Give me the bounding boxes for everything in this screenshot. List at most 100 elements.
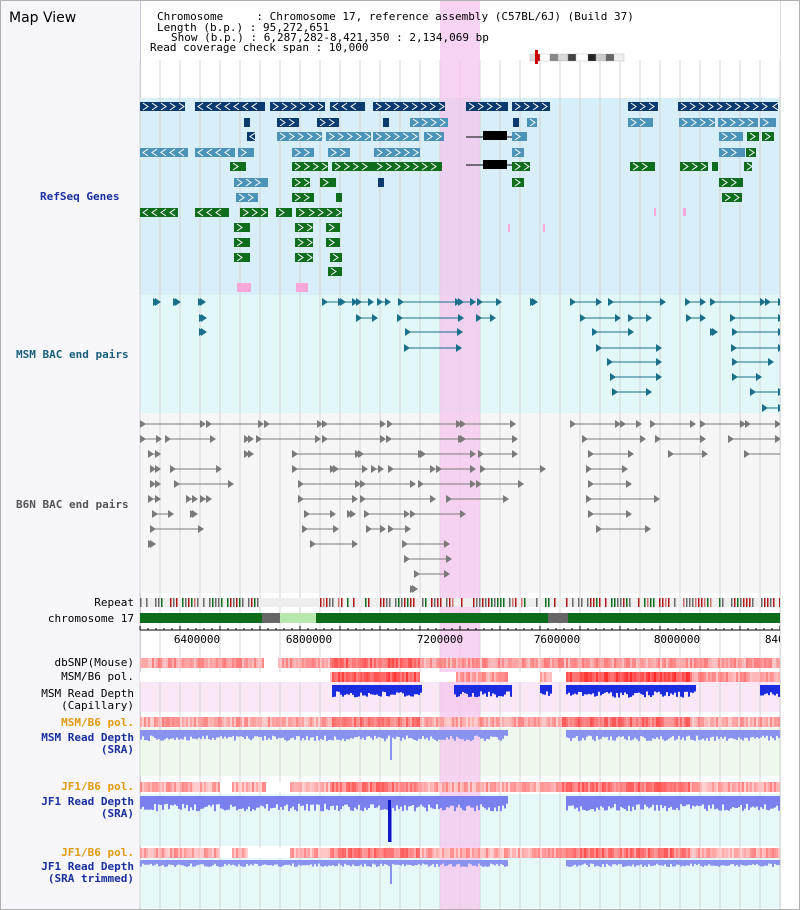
msm-bac-end-pairs-label[interactable]: MSM BAC end pairs: [16, 348, 129, 361]
msm-sra-depth-bar: [448, 730, 450, 740]
polymorphism-mark: [442, 658, 444, 668]
polymorphism-mark: [662, 782, 664, 792]
gene-direction-marker: [236, 223, 243, 232]
jf1-trimmed-depth-bar: [338, 860, 340, 864]
polymorphism-mark: [612, 672, 614, 682]
jf1-trimmed-depth-bar: [266, 860, 268, 866]
msm-capillary-depth-bar: [666, 685, 668, 693]
polymorphism-mark: [672, 672, 674, 682]
polymorphism-mark: [578, 782, 580, 792]
polymorphism-mark: [620, 658, 622, 668]
polymorphism-mark: [744, 782, 746, 792]
polymorphism-mark: [378, 782, 380, 792]
polymorphism-mark: [554, 782, 556, 792]
bac-end-left: [655, 435, 661, 443]
msm-sra-depth-bar: [206, 730, 208, 736]
msm-sra-depth-bar: [736, 730, 738, 740]
msm-sra-depth-bar: [764, 730, 766, 738]
bac-end-right: [628, 328, 634, 336]
jf1-trimmed-depth-bar: [770, 860, 772, 864]
polymorphism-mark: [160, 717, 162, 727]
polymorphism-mark: [344, 658, 346, 668]
jf1-sra-depth-bar: [338, 796, 340, 812]
bac-end-right: [352, 495, 358, 503]
msm-capillary-depth-bar: [406, 685, 408, 696]
gene-direction-marker: [641, 162, 648, 171]
msm-sra-depth-bar: [258, 730, 260, 737]
jf1-sra-depth-bar: [372, 796, 374, 805]
polymorphism-mark: [152, 782, 154, 792]
jf1-sra-depth-bar: [578, 796, 580, 812]
msm-sra-depth-bar: [256, 730, 258, 737]
polymorphism-mark: [710, 782, 712, 792]
jf1-sra-depth-bar: [228, 796, 230, 810]
polymorphism-mark: [242, 717, 244, 727]
polymorphism-mark: [642, 848, 644, 858]
jf1-sra-depth-bar: [316, 796, 318, 805]
polymorphism-mark: [322, 658, 324, 668]
polymorphism-mark: [298, 717, 300, 727]
polymorphism-mark: [588, 848, 590, 858]
polymorphism-mark: [576, 717, 578, 727]
gene-direction-marker: [438, 102, 445, 111]
bac-end-left: [592, 328, 598, 336]
polymorphism-mark: [594, 717, 596, 727]
gene-direction-marker: [375, 132, 382, 141]
msm-capillary-depth-bar: [638, 685, 640, 693]
gene-direction-marker: [233, 102, 240, 111]
repeat-mark: [554, 598, 556, 607]
polymorphism-mark: [452, 717, 454, 727]
bac-end-right: [155, 298, 161, 306]
msm-capillary-depth-bar: [544, 685, 546, 695]
msm-sra-depth-bar: [720, 730, 722, 737]
msm-sra-depth-bar: [340, 730, 342, 741]
polymorphism-mark: [368, 672, 370, 682]
jf1-sra-depth-bar: [370, 796, 372, 805]
chromosome-17-label: chromosome 17: [47, 612, 134, 625]
polymorphism-mark: [658, 672, 660, 682]
bac-end-left: [731, 344, 737, 352]
bac-end-left: [762, 404, 768, 412]
jf1-sra-depth-bar: [464, 796, 466, 811]
polymorphism-mark: [480, 672, 482, 682]
polymorphism-mark: [766, 658, 768, 668]
polymorphism-mark: [164, 658, 166, 668]
msm-capillary-depth-bar: [462, 685, 464, 692]
gene-feature: [326, 132, 371, 141]
b6n-bac-end-pairs-label[interactable]: B6N BAC end pairs: [16, 498, 129, 511]
polymorphism-mark: [712, 782, 714, 792]
polymorphism-mark: [352, 782, 354, 792]
jf1-sra-depth-bar: [414, 796, 416, 812]
polymorphism-mark: [386, 782, 388, 792]
polymorphism-mark: [400, 848, 402, 858]
polymorphism-mark: [704, 782, 706, 792]
polymorphism-mark: [456, 658, 458, 668]
gene-direction-marker: [249, 132, 256, 141]
polymorphism-mark: [542, 658, 544, 668]
jf1-trimmed-depth-bar: [644, 860, 646, 866]
msm-sra-depth-bar: [318, 730, 320, 741]
gene-feature: [466, 102, 508, 111]
polymorphism-mark: [388, 658, 390, 668]
bac-end-right: [380, 525, 386, 533]
polymorphism-mark: [306, 782, 308, 792]
gene-direction-marker: [160, 102, 167, 111]
jf1-sra-depth-bar: [182, 796, 184, 805]
polymorphism-mark: [610, 782, 612, 792]
polymorphism-mark: [424, 658, 426, 668]
polymorphism-mark: [590, 782, 592, 792]
refseq-genes-label[interactable]: RefSeq Genes: [40, 190, 120, 203]
gene-direction-marker: [294, 148, 301, 157]
polymorphism-mark: [180, 848, 182, 858]
polymorphism-mark: [386, 658, 388, 668]
gene-direction-marker: [716, 102, 723, 111]
polymorphism-mark: [722, 672, 724, 682]
msm-capillary-depth-bar: [670, 685, 672, 694]
polymorphism-mark: [762, 782, 764, 792]
polymorphism-mark: [282, 717, 284, 727]
polymorphism-mark: [190, 848, 192, 858]
polymorphism-mark: [598, 782, 600, 792]
polymorphism-mark: [394, 672, 396, 682]
polymorphism-mark: [656, 658, 658, 668]
